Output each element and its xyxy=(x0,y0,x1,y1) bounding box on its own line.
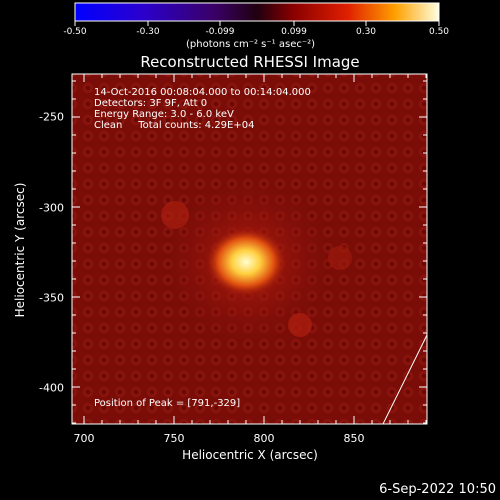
y-tick-label: -350 xyxy=(39,291,64,305)
info-detectors: Detectors: 3F 9F, Att 0 xyxy=(94,98,208,109)
y-tick-label: -400 xyxy=(39,381,64,395)
info-clean: Clean Total counts: 4.29E+04 xyxy=(94,120,255,131)
colorbar xyxy=(74,2,440,22)
limb-line xyxy=(382,334,427,424)
footer-timestamp: 6-Sep-2022 10:50 xyxy=(379,482,496,497)
colorbar-ticks xyxy=(74,21,440,26)
rhessi-image xyxy=(72,74,427,424)
colorbar-unit-label: (photons cm⁻² s⁻¹ asec⁻²) xyxy=(186,39,316,50)
plot-frame xyxy=(71,73,428,425)
colorbar-tick-label: 0.30 xyxy=(355,27,377,37)
info-energy: Energy Range: 3.0 - 6.0 keV xyxy=(94,109,234,120)
y-tick-label: -300 xyxy=(39,201,64,215)
chart-title: Reconstructed RHESSI Image xyxy=(140,53,360,71)
peak-position-label: Position of Peak = [791,-329] xyxy=(94,398,241,409)
x-tick-label: 750 xyxy=(163,432,185,445)
y-tick-label: -250 xyxy=(39,110,64,124)
x-tick-label: 700 xyxy=(73,432,95,445)
colorbar-tick-label: -0.50 xyxy=(63,27,87,37)
x-tick-label: 850 xyxy=(343,432,365,445)
colorbar-tick-label: -0.30 xyxy=(136,27,160,37)
colorbar-tick-label: 0.50 xyxy=(428,27,450,37)
colorbar-tick-label: 0.099 xyxy=(281,27,307,37)
axis-ticks xyxy=(72,74,427,424)
info-time: 14-Oct-2016 00:08:04.000 to 00:14:04.000 xyxy=(94,87,311,98)
y-axis-label: Heliocentric Y (arcsec) xyxy=(13,183,27,318)
x-tick-label: 800 xyxy=(253,432,275,445)
x-axis-label: Heliocentric X (arcsec) xyxy=(182,448,318,462)
colorbar-tick-label: -0.099 xyxy=(205,27,235,37)
